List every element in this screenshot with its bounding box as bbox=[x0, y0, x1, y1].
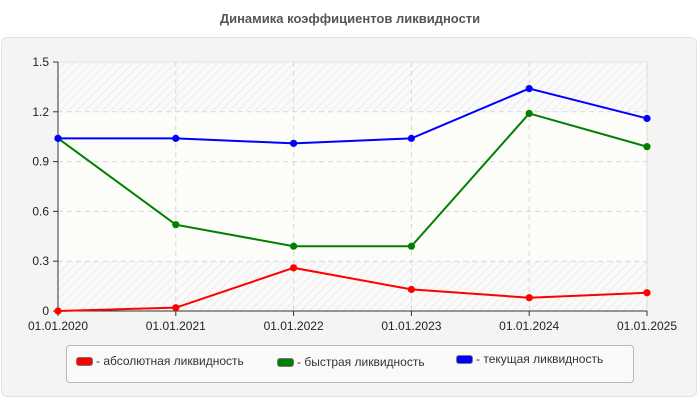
data-point[interactable] bbox=[643, 114, 651, 123]
legend-label: - абсолютная ликвидность bbox=[96, 354, 244, 368]
data-point[interactable] bbox=[407, 285, 415, 294]
legend-swatch-blue bbox=[456, 354, 473, 364]
y-tick-label: 1.2 bbox=[32, 105, 49, 119]
data-point[interactable] bbox=[525, 84, 533, 93]
legend-label: - быстрая ликвидность bbox=[297, 355, 425, 369]
y-tick-label: 0.6 bbox=[32, 204, 49, 218]
data-point[interactable] bbox=[407, 134, 415, 142]
data-point[interactable] bbox=[643, 289, 651, 297]
legend-swatch-red bbox=[76, 356, 93, 366]
y-tick-label: 0.3 bbox=[32, 254, 49, 268]
series-line bbox=[57, 112, 648, 248]
data-point[interactable] bbox=[525, 109, 533, 118]
data-point[interactable] bbox=[290, 242, 298, 250]
x-tick-label: 01.01.2021 bbox=[146, 319, 206, 333]
axes: 0 0.3 0.6 0.9 1.2 1.5 01.01.2020 01.01.2021 01.0… bbox=[28, 55, 677, 333]
data-point[interactable] bbox=[290, 139, 298, 147]
legend-item-quick: - быстрая ликвидность bbox=[277, 355, 425, 369]
y-tick-label: 1.5 bbox=[32, 55, 49, 69]
x-tick-label: 01.01.2022 bbox=[264, 319, 324, 333]
data-point[interactable] bbox=[290, 264, 298, 272]
series-line bbox=[57, 266, 648, 312]
data-point[interactable] bbox=[172, 221, 180, 229]
x-tick-label: 01.01.2023 bbox=[381, 319, 441, 333]
data-point[interactable] bbox=[525, 294, 533, 302]
legend-item-current: - текущая ликвидность bbox=[456, 352, 603, 366]
legend: - абсолютная ликвидность - быстрая ликви… bbox=[66, 345, 634, 383]
x-tick-label: 01.01.2020 bbox=[28, 319, 88, 333]
legend-swatch-green bbox=[277, 357, 294, 367]
legend-item-absolute: - абсолютная ликвидность bbox=[76, 354, 244, 368]
y-tick-label: 0.9 bbox=[32, 155, 49, 169]
series-line bbox=[58, 87, 648, 145]
data-point[interactable] bbox=[643, 143, 651, 151]
data-point[interactable] bbox=[172, 304, 180, 312]
series-lines bbox=[54, 84, 651, 315]
plot-area bbox=[58, 61, 648, 311]
chart-title: Динамика коэффициентов ликвидности bbox=[219, 11, 481, 26]
data-point[interactable] bbox=[54, 134, 62, 142]
data-point[interactable] bbox=[54, 307, 62, 315]
y-tick-label: 0 bbox=[42, 304, 49, 318]
legend-label: - текущая ликвидность bbox=[476, 352, 604, 366]
x-tick-label: 01.01.2025 bbox=[617, 319, 677, 333]
x-tick-label: 01.01.2024 bbox=[499, 319, 559, 333]
data-point[interactable] bbox=[172, 134, 180, 142]
data-point[interactable] bbox=[407, 242, 415, 250]
